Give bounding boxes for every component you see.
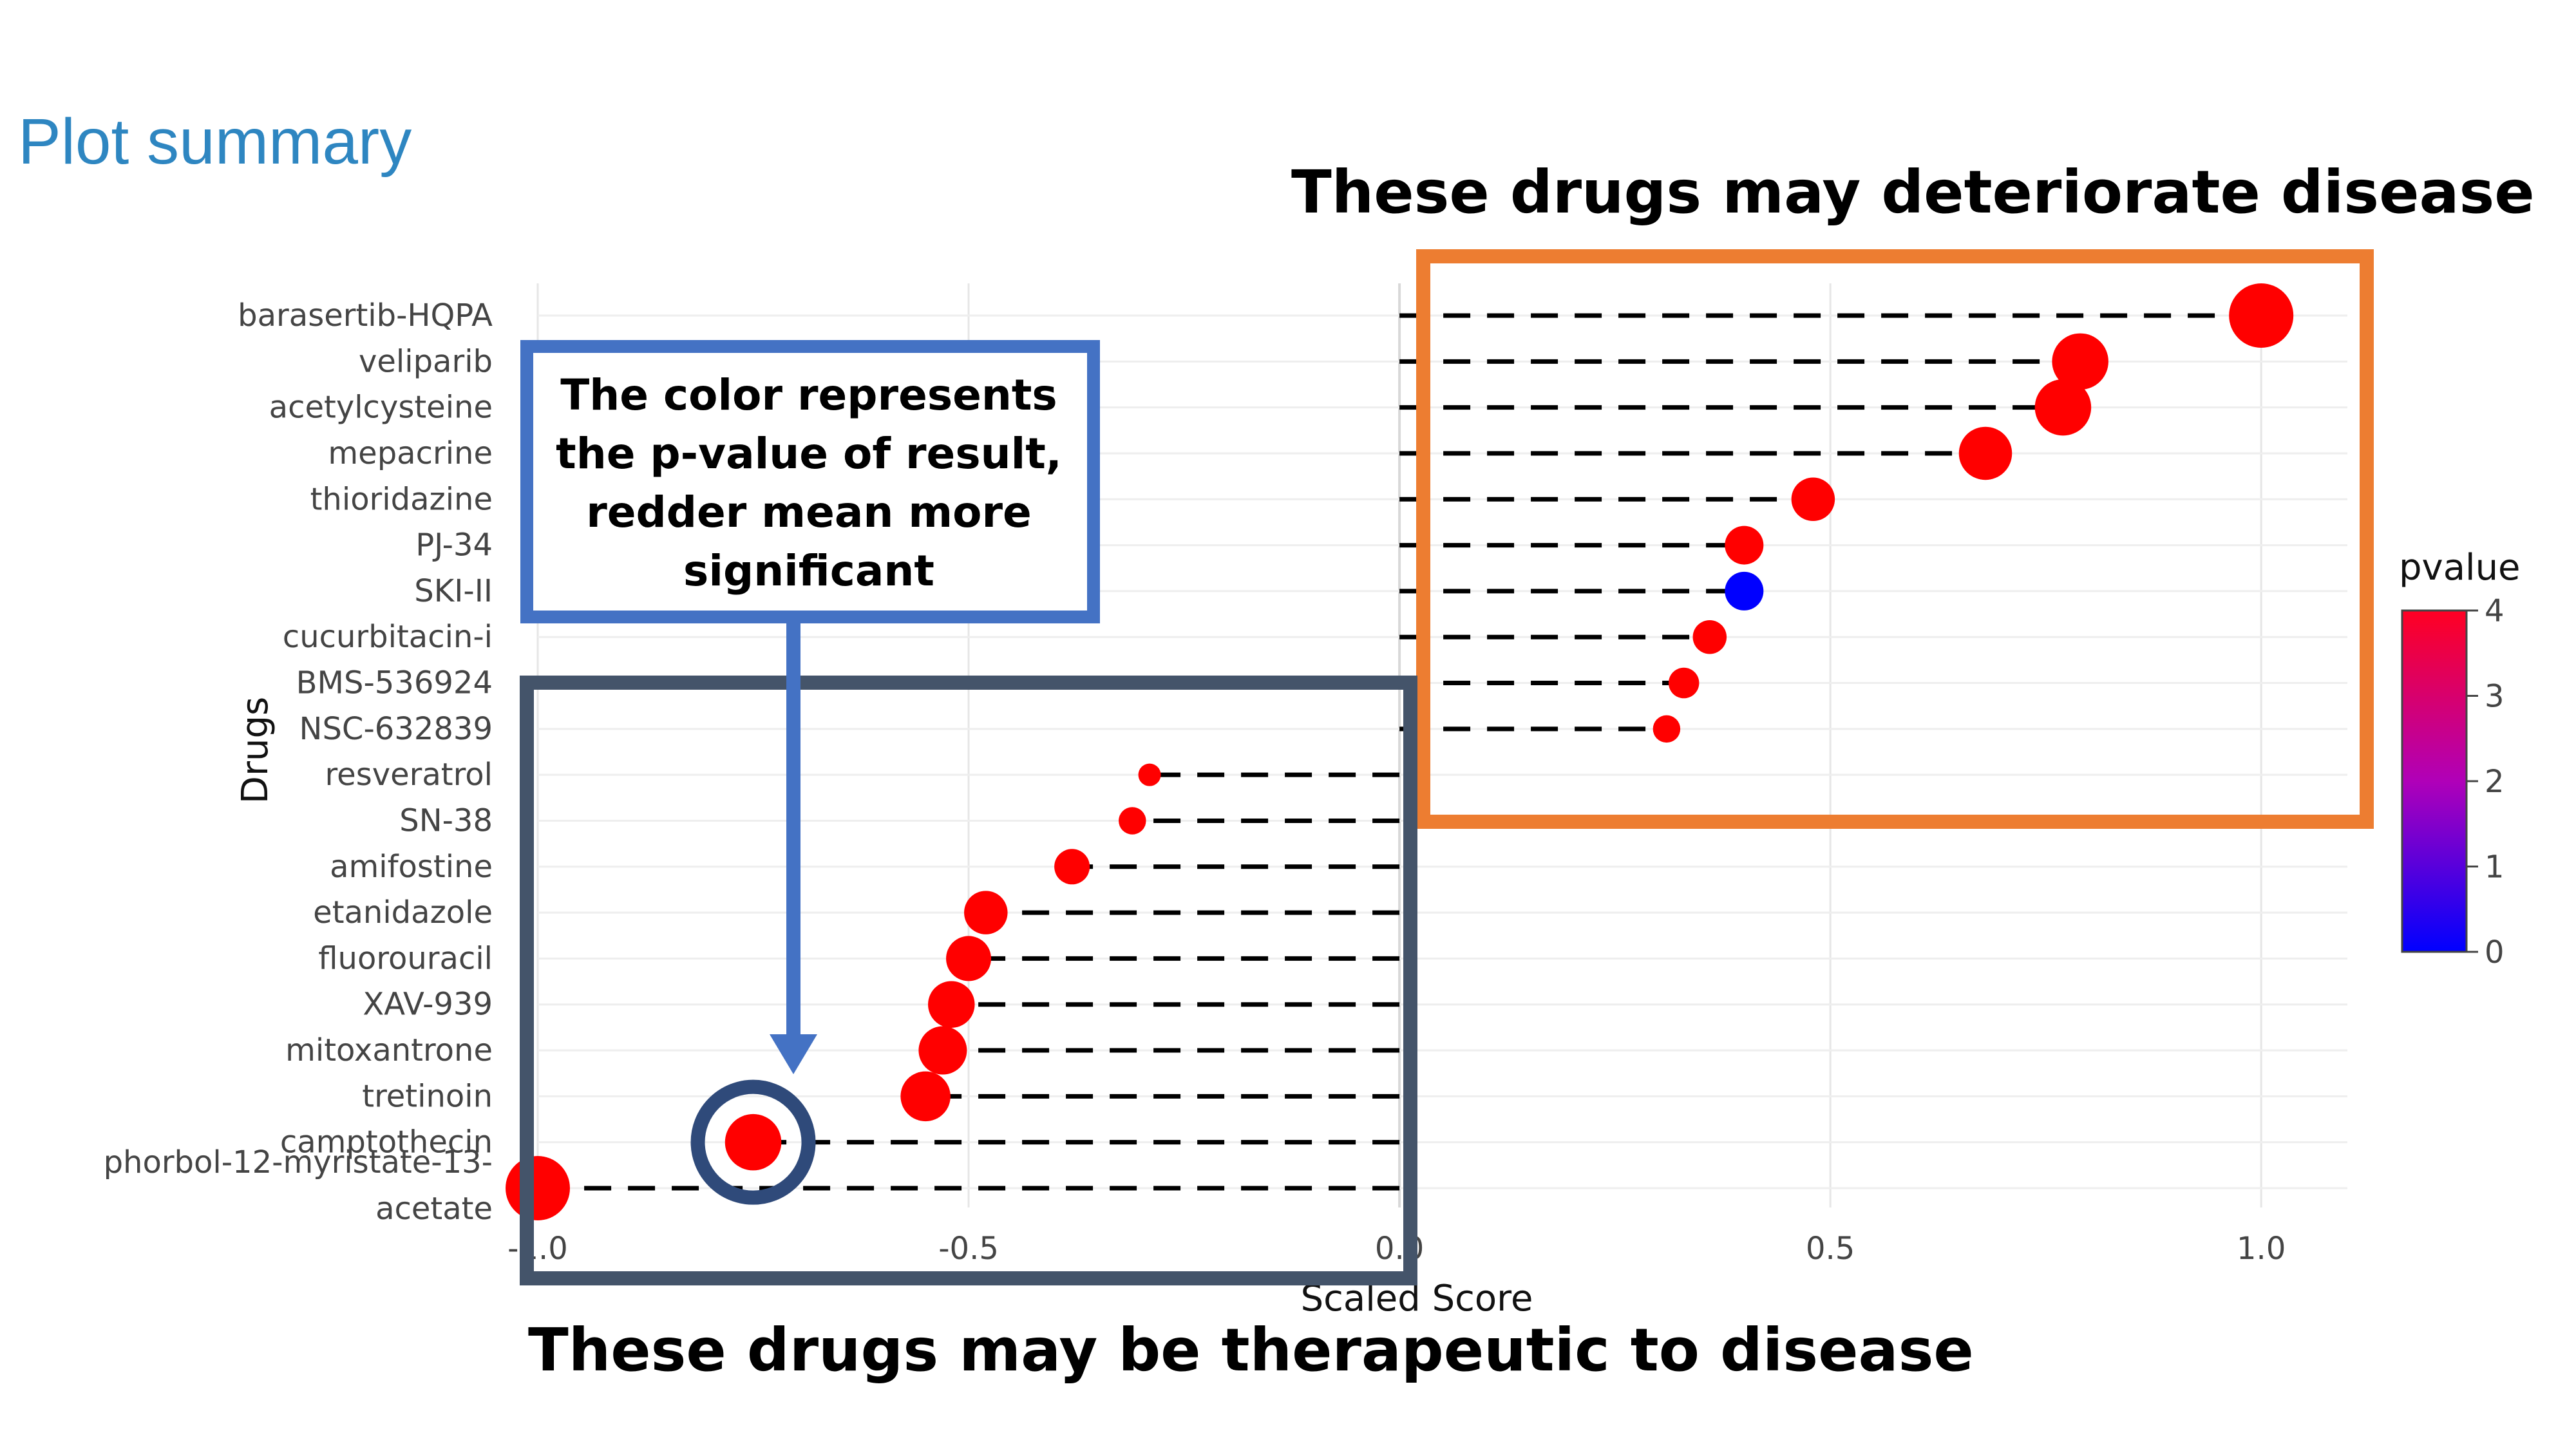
y-tick-label: etanidazole	[313, 895, 493, 931]
therapeutic-box	[520, 676, 1417, 1285]
y-tick-label: BMS-536924	[296, 665, 493, 701]
y-tick-label: XAV-939	[363, 987, 493, 1023]
colorbar-title: pvalue	[2399, 547, 2521, 589]
therapeutic-heading: These drugs may be therapeutic to diseas…	[528, 1316, 1974, 1385]
colorbar-tick-label: 2	[2485, 764, 2505, 800]
y-tick-label: mitoxantrone	[285, 1032, 493, 1068]
y-tick-label: SN-38	[399, 802, 493, 838]
y-tick-label: mepacrine	[328, 435, 493, 471]
color-note-line-3: redder mean more	[586, 488, 1032, 537]
data-point	[900, 1071, 951, 1122]
color-note-line-2: the p-value of result,	[556, 429, 1062, 478]
data-point	[506, 1156, 570, 1220]
y-tick-label: PJ-34	[415, 527, 493, 564]
y-tick-label: thioridazine	[310, 481, 493, 517]
y-tick-label: SKI-II	[414, 573, 493, 609]
page-title: Plot summary	[18, 106, 412, 178]
x-tick-label: 1.0	[2237, 1231, 2286, 1267]
colorbar-tick-label: 1	[2485, 849, 2505, 886]
data-point	[1138, 763, 1161, 786]
data-point	[1668, 667, 1700, 699]
data-point	[1054, 849, 1090, 885]
data-point	[724, 1113, 782, 1171]
data-point	[1119, 807, 1146, 835]
deteriorate-heading: These drugs may deteriorate disease	[1291, 158, 2535, 227]
label-layer: -1.0 -0.5 0.0 0.5 1.0barasertib-HQPAvelipari…	[104, 298, 2286, 1267]
y-tick-label: veliparib	[359, 343, 493, 379]
deteriorate-box	[1416, 249, 2374, 829]
color-note-box	[520, 340, 1100, 623]
colorbar-tick-label: 0	[2485, 934, 2505, 971]
y-tick-label: resveratrol	[325, 757, 493, 793]
data-point	[1958, 426, 2012, 480]
dot-layer	[506, 283, 2294, 1220]
note-arrow-head	[770, 1034, 817, 1074]
data-point	[946, 936, 992, 981]
y-tick-label: barasertib-HQPA	[238, 298, 493, 334]
y-tick-label: amifostine	[330, 849, 493, 885]
y-tick-label: fluorouracil	[318, 940, 493, 976]
data-point	[2034, 379, 2092, 436]
y-axis-title: Drugs	[234, 697, 276, 804]
data-point	[928, 981, 975, 1028]
colorbar-tick-label: 3	[2485, 679, 2505, 715]
data-point	[1725, 571, 1764, 611]
data-point	[918, 1026, 967, 1075]
data-point	[1725, 526, 1764, 565]
y-tick-label: tretinoin	[362, 1078, 493, 1114]
x-tick-label: 0.5	[1806, 1231, 1855, 1267]
y-tick-label: NSC-632839	[299, 711, 493, 747]
y-tick-label: camptothecin	[280, 1124, 493, 1160]
colorbar-ticks: 0 1 2 3 4	[2467, 593, 2505, 971]
colorbar-gradient	[2401, 609, 2468, 953]
color-note-line-1: The color represents	[560, 370, 1057, 420]
color-note-line-4: significant	[683, 546, 934, 596]
y-tick-label: phorbol-12-myristate-13-	[104, 1144, 493, 1180]
stem-layer	[538, 313, 2262, 1191]
y-tick-label: acetate	[375, 1191, 493, 1227]
data-point	[1692, 620, 1727, 654]
data-point	[1791, 477, 1835, 522]
colorbar-tick-label: 4	[2485, 593, 2505, 629]
data-point	[964, 891, 1008, 934]
data-point	[2229, 283, 2294, 348]
x-tick-label: -1.0	[507, 1231, 568, 1267]
y-tick-label: acetylcysteine	[269, 390, 493, 426]
y-tick-label: cucurbitacin-i	[283, 619, 493, 655]
data-point	[1653, 715, 1681, 743]
x-tick-label: -0.5	[938, 1231, 999, 1267]
data-point	[2052, 333, 2108, 390]
highlight-ring	[690, 1079, 816, 1205]
